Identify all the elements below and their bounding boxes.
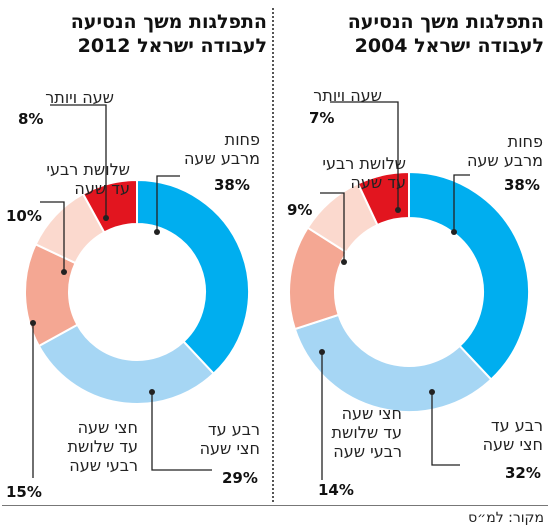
leader-line-2004-under-quarter <box>453 174 470 232</box>
leader-dot-2004-quarter-half <box>429 389 435 395</box>
leader-line-2004-threequarter-hour <box>320 192 345 262</box>
label-2004-half-threequarter: חצי שעה עד שלושת רבעי שעה <box>331 404 402 461</box>
leader-line-2012-under-quarter <box>156 175 180 232</box>
leader-line-2012-over-hour <box>50 104 107 218</box>
pct-2012-under-quarter: 38% <box>214 176 250 194</box>
leader-dot-2012-threequarter-hour <box>61 269 67 275</box>
leader-line-2004-over-hour <box>330 101 399 210</box>
panel-divider <box>272 8 274 502</box>
pct-2012-half-threequarter: 15% <box>6 483 42 501</box>
pct-2004-over-hour: 7% <box>309 109 335 127</box>
pct-2004-under-quarter: 38% <box>504 176 540 194</box>
pct-2004-half-threequarter: 14% <box>318 481 354 499</box>
pct-2012-quarter-half: 29% <box>222 469 258 487</box>
label-2004-threequarter-hour: שלושת רבעי עד שעה <box>322 154 406 192</box>
pct-2012-threequarter-hour: 10% <box>6 207 42 225</box>
label-2004-quarter-half: רבע עד חצי שעה <box>482 416 543 454</box>
pct-2012-over-hour: 8% <box>18 110 44 128</box>
leader-dot-2012-over-hour <box>103 215 109 221</box>
leader-line-2012-threequarter-hour <box>40 201 65 272</box>
slice-2004-under-quarter <box>408 170 530 381</box>
leader-dot-2012-half-threequarter <box>30 320 36 326</box>
label-2004-under-quarter: פחות מרבע שעה <box>466 132 543 170</box>
label-2012-over-hour: שעה ויותר <box>45 88 114 107</box>
leader-dot-2004-under-quarter <box>451 229 457 235</box>
leader-dot-2004-half-threequarter <box>319 349 325 355</box>
leader-dot-2004-threequarter-hour <box>341 259 347 265</box>
title-2012: התפלגות משך הנסיעה לעבודה ישראל 2012 <box>70 11 267 57</box>
source-note: מקור: למ״ס <box>468 510 544 526</box>
label-2012-half-threequarter: חצי שעה עד שלושת רבעי שעה <box>67 418 138 475</box>
slice-2004-quarter-half <box>293 313 493 413</box>
slice-2012-quarter-half <box>37 323 216 405</box>
slice-2012-under-quarter <box>136 178 250 376</box>
pct-2004-quarter-half: 32% <box>505 464 541 482</box>
leader-line-2012-quarter-half <box>151 392 212 471</box>
leader-dot-2012-quarter-half <box>149 389 155 395</box>
label-2012-quarter-half: רבע עד חצי שעה <box>199 420 260 458</box>
leader-line-2004-quarter-half <box>431 392 460 466</box>
slice-2012-over-hour <box>81 178 138 234</box>
bottom-rule <box>2 505 548 506</box>
leader-dot-2012-under-quarter <box>154 229 160 235</box>
leader-dot-2004-over-hour <box>395 207 401 213</box>
pct-2004-threequarter-hour: 9% <box>287 201 313 219</box>
title-2004: התפלגות משך הנסיעה לעבודה ישראל 2004 <box>347 11 544 57</box>
label-2012-threequarter-hour: שלושת רבעי עד שעה <box>46 160 130 198</box>
label-2004-over-hour: שעה ויותר <box>313 86 382 105</box>
label-2012-under-quarter: פחות מרבע שעה <box>183 130 260 168</box>
